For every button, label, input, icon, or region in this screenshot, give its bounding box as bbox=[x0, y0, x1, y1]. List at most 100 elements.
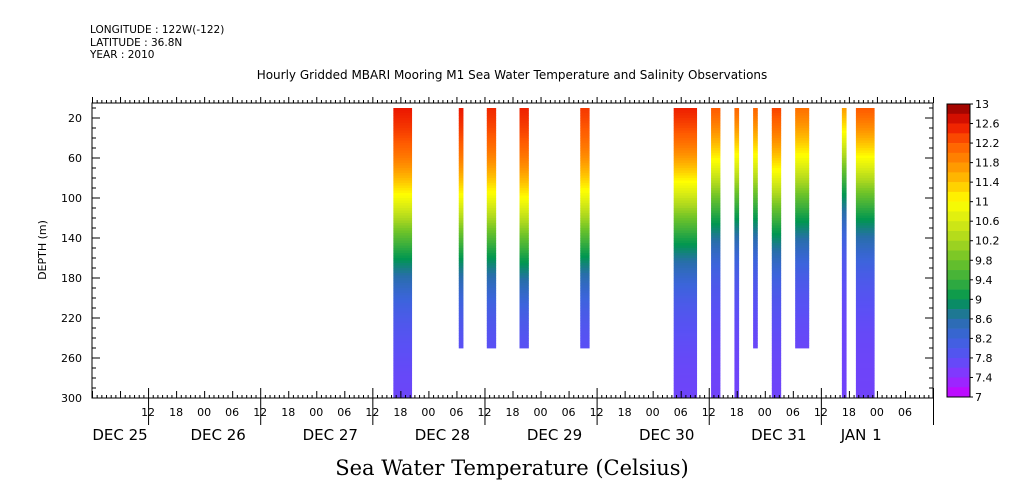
profile-cell bbox=[771, 223, 782, 226]
profile-cell bbox=[580, 248, 590, 251]
profile-cell bbox=[841, 275, 847, 279]
profile-cell bbox=[771, 390, 782, 394]
profile-cell bbox=[734, 230, 740, 234]
colorbar-cell bbox=[947, 377, 970, 388]
profile-cell bbox=[795, 108, 810, 111]
profile-cell bbox=[753, 140, 758, 144]
profile-cell bbox=[519, 130, 529, 134]
profile-cell bbox=[393, 263, 413, 266]
x-tick-label: 18 bbox=[842, 406, 856, 419]
profile-cell bbox=[486, 113, 497, 116]
profile-cell bbox=[734, 228, 740, 231]
profile-cell bbox=[734, 190, 740, 194]
colorbar-cell bbox=[947, 387, 970, 398]
profile-cell bbox=[795, 170, 810, 174]
profile-cell bbox=[734, 110, 740, 114]
profile-cell bbox=[841, 155, 847, 159]
profile-cell bbox=[855, 170, 875, 174]
profile-cell bbox=[393, 130, 413, 134]
profile-cell bbox=[580, 225, 590, 229]
profile-cell bbox=[771, 355, 782, 359]
temperature-profile-segment bbox=[771, 108, 782, 399]
profile-cell bbox=[734, 245, 740, 249]
profile-cell bbox=[753, 220, 758, 224]
profile-cell bbox=[855, 363, 875, 366]
profile-cell bbox=[519, 165, 529, 169]
profile-cell bbox=[486, 130, 497, 134]
profile-cell bbox=[795, 165, 810, 169]
profile-cell bbox=[855, 118, 875, 121]
profile-cell bbox=[519, 225, 529, 229]
profile-cell bbox=[841, 363, 847, 366]
profile-cell bbox=[795, 138, 810, 141]
colorbar-label: 11.4 bbox=[975, 176, 1000, 189]
profile-cell bbox=[673, 210, 698, 214]
profile-cell bbox=[753, 215, 758, 219]
profile-cell bbox=[519, 278, 529, 281]
profile-cell bbox=[771, 263, 782, 266]
profile-cell bbox=[673, 390, 698, 394]
x-tick-label: 18 bbox=[730, 406, 744, 419]
profile-cell bbox=[673, 158, 698, 161]
profile-cell bbox=[711, 383, 721, 386]
profile-cell bbox=[458, 290, 464, 294]
profile-cell bbox=[795, 310, 810, 314]
profile-cell bbox=[841, 188, 847, 191]
profile-cell bbox=[753, 163, 758, 166]
profile-cell bbox=[673, 180, 698, 184]
profile-cell bbox=[519, 178, 529, 181]
profile-cell bbox=[771, 203, 782, 206]
x-tick-label: 00 bbox=[870, 406, 884, 419]
colorbar-cell bbox=[947, 113, 970, 124]
profile-cell bbox=[673, 215, 698, 219]
profile-cell bbox=[458, 230, 464, 234]
profile-cell bbox=[855, 130, 875, 134]
profile-cell bbox=[673, 363, 698, 366]
profile-cell bbox=[734, 215, 740, 219]
profile-cell bbox=[841, 283, 847, 286]
profile-cell bbox=[734, 290, 740, 294]
profile-cell bbox=[393, 183, 413, 186]
profile-cell bbox=[771, 395, 782, 399]
profile-cell bbox=[486, 198, 497, 201]
profile-cell bbox=[734, 238, 740, 241]
profile-cell bbox=[458, 335, 464, 339]
x-tick-label: 18 bbox=[506, 406, 520, 419]
profile-cell bbox=[855, 350, 875, 354]
profile-cell bbox=[580, 325, 590, 329]
profile-cell bbox=[458, 185, 464, 189]
profile-cell bbox=[580, 115, 590, 119]
profile-cell bbox=[734, 198, 740, 201]
profile-cell bbox=[753, 260, 758, 264]
profile-cell bbox=[486, 340, 497, 344]
profile-cell bbox=[519, 313, 529, 316]
profile-cell bbox=[753, 278, 758, 281]
profile-cell bbox=[734, 165, 740, 169]
profile-cell bbox=[734, 200, 740, 204]
profile-cell bbox=[753, 345, 758, 349]
profile-cell bbox=[734, 125, 740, 129]
profile-cell bbox=[673, 265, 698, 269]
profile-cell bbox=[771, 113, 782, 116]
profile-cell bbox=[734, 300, 740, 304]
profile-cell bbox=[519, 323, 529, 326]
profile-cell bbox=[393, 275, 413, 279]
profile-cell bbox=[855, 268, 875, 271]
y-tick-label: 300 bbox=[61, 392, 82, 405]
profile-cell bbox=[393, 290, 413, 294]
x-tick-label: 12 bbox=[814, 406, 828, 419]
profile-cell bbox=[795, 158, 810, 161]
profile-cell bbox=[580, 273, 590, 276]
profile-cell bbox=[855, 388, 875, 391]
profile-cell bbox=[771, 308, 782, 311]
profile-cell bbox=[841, 338, 847, 341]
profile-cell bbox=[753, 290, 758, 294]
profile-cell bbox=[673, 185, 698, 189]
profile-cell bbox=[673, 168, 698, 171]
profile-cell bbox=[855, 220, 875, 224]
profile-cell bbox=[711, 285, 721, 289]
profile-cell bbox=[458, 278, 464, 281]
profile-cell bbox=[673, 170, 698, 174]
profile-cell bbox=[458, 213, 464, 216]
profile-cell bbox=[711, 375, 721, 379]
